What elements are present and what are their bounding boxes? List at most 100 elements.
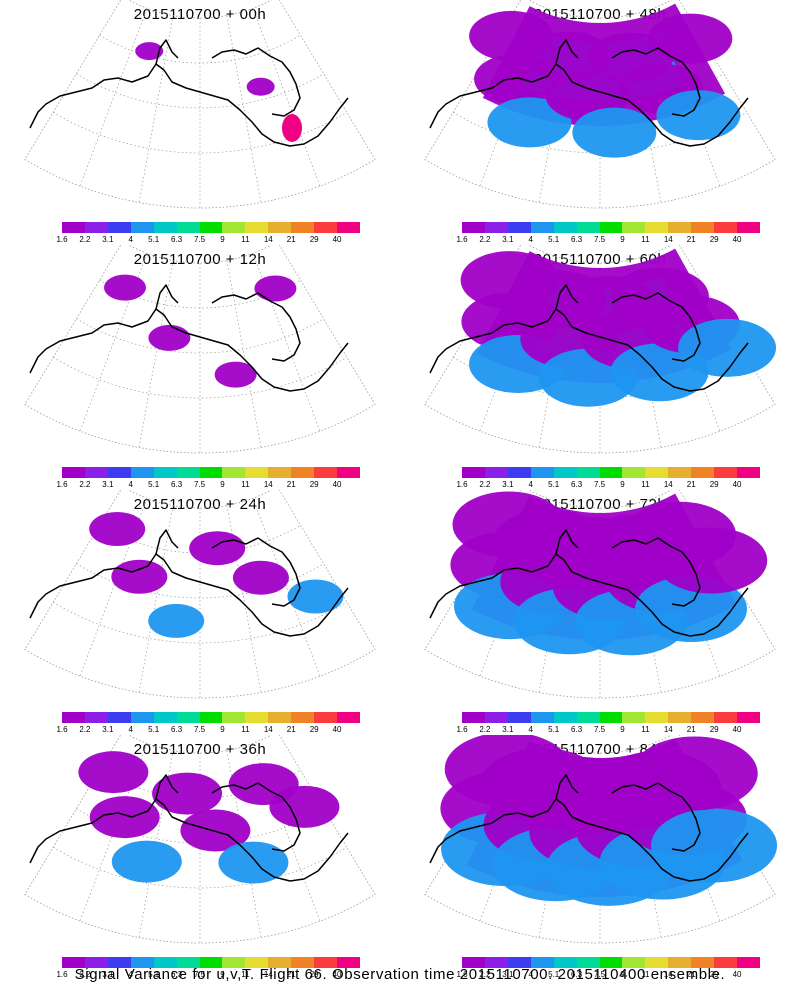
colorbar-tick-label: 29: [709, 970, 719, 979]
colorbar-swatch: [599, 467, 623, 478]
colorbar-tick-label: 6.3: [571, 725, 583, 734]
colorbar-swatch: [291, 467, 315, 478]
colorbar-tick-label: 29: [309, 480, 319, 489]
colorbar-tick-label: 29: [309, 235, 319, 244]
coastline: [211, 782, 301, 852]
colorbar-swatch: [199, 957, 223, 968]
colorbar-swatch: [337, 712, 360, 723]
colorbar-swatch: [199, 712, 223, 723]
variance-blob: [631, 736, 758, 811]
colorbar-swatch: [62, 712, 85, 723]
colorbar-tick-label: 6.3: [171, 480, 183, 489]
colorbar-tick-label: 3.1: [502, 480, 514, 489]
colorbar: [62, 957, 360, 968]
variance-map: [24, 245, 376, 454]
colorbar-tick-label: 11: [241, 480, 250, 489]
colorbar-tick-label: 5.1: [148, 725, 160, 734]
colorbar-tick-label: 21: [286, 480, 296, 489]
colorbar-swatch: [553, 712, 577, 723]
colorbar-swatch: [714, 712, 738, 723]
variance-map: [424, 490, 776, 699]
coastline: [29, 63, 349, 147]
colorbar-tick-label: 1.6: [456, 235, 468, 244]
forecast-panel: 2015110700 + 12h 1.6 2.2 3.1 4 5.1 6.3 7.5 9 11 14…: [0, 245, 400, 490]
colorbar-tick-label: 2.2: [79, 235, 91, 244]
variance-blob: [78, 751, 149, 794]
map-frame: [424, 490, 776, 699]
colorbar-tick-label: 9: [620, 235, 625, 244]
colorbar-tick-label: 40: [732, 970, 742, 979]
colorbar-tick-label: 7.5: [593, 970, 606, 979]
colorbar-tick-label: 11: [241, 725, 250, 734]
forecast-panel: 2015110700 + 48h 1.6 2.2 3.1 4 5.1 6.3 7.5 9 11 14…: [400, 0, 800, 245]
colorbar-swatch: [737, 957, 760, 968]
map-frame: [24, 245, 376, 454]
colorbar-tick-label: 5.1: [148, 235, 160, 244]
colorbar-swatch: [268, 957, 292, 968]
colorbar-swatch: [668, 957, 692, 968]
coastline: [155, 529, 179, 555]
colorbar-swatch: [737, 712, 760, 723]
forecast-panel: 2015110700 + 84h 1.6 2.2 3.1 4 5.1 6.3 7.5 9 11 14…: [400, 735, 800, 980]
colorbar-tick-label: 2.2: [79, 970, 91, 979]
colorbar-tick-label: 5.1: [548, 235, 560, 244]
colorbar-tick-label: 21: [286, 235, 296, 244]
colorbar-labels: 1.6 2.2 3.1 4 5.1 6.3 7.5 9 11 14 21 29 40: [54, 235, 374, 245]
colorbar-swatch: [576, 712, 600, 723]
colorbar-swatch: [622, 222, 646, 233]
colorbar-labels: 1.6 2.2 3.1 4 5.1 6.3 7.5 9 11 14 21 29 40: [454, 725, 774, 735]
variance-blob: [89, 796, 160, 839]
colorbar-tick-label: 4: [128, 480, 133, 489]
colorbar-tick-label: 2.2: [479, 480, 491, 489]
colorbar-swatch: [153, 222, 177, 233]
colorbar-tick-label: 21: [686, 480, 696, 489]
coastline: [29, 798, 349, 882]
colorbar-tick-label: 5.1: [148, 480, 160, 489]
coastline: [555, 39, 579, 65]
colorbar-swatch: [576, 467, 600, 478]
colorbar-swatch: [245, 957, 269, 968]
colorbar-tick-label: 6.3: [171, 235, 183, 244]
coastline: [611, 292, 701, 362]
panel-title: 2015110700 + 12h: [133, 251, 267, 268]
colorbar-swatch: [484, 467, 508, 478]
variance-blob: [487, 97, 572, 148]
colorbar-swatch: [645, 957, 669, 968]
colorbar-tick-label: 4: [128, 970, 133, 979]
coastline: [555, 284, 579, 310]
colorbar-tick-label: 7.5: [193, 970, 206, 979]
colorbar-tick-label: 14: [263, 235, 273, 244]
colorbar-swatch: [176, 712, 200, 723]
colorbar-swatch: [462, 467, 485, 478]
map-frame: [24, 0, 376, 209]
colorbar-tick-label: 6.3: [171, 725, 183, 734]
colorbar-swatch: [199, 467, 223, 478]
colorbar-swatch: [84, 957, 108, 968]
colorbar-tick-label: 1.6: [56, 725, 68, 734]
variance-blob: [103, 274, 146, 301]
colorbar-swatch: [576, 222, 600, 233]
colorbar-swatch: [462, 712, 485, 723]
colorbar-swatch: [691, 957, 715, 968]
coastline: [429, 798, 749, 882]
colorbar-tick-label: 5.1: [548, 480, 560, 489]
colorbar-swatch: [130, 712, 154, 723]
colorbar-swatch: [553, 467, 577, 478]
colorbar-tick-label: 9: [220, 235, 225, 244]
colorbar-swatch: [714, 222, 738, 233]
coastline: [29, 308, 349, 392]
colorbar-tick-label: 5.1: [548, 725, 560, 734]
colorbar-tick-label: 9: [620, 480, 625, 489]
colorbar-tick-label: 4: [528, 725, 533, 734]
colorbar-tick-label: 4: [528, 480, 533, 489]
colorbar-swatch: [291, 712, 315, 723]
colorbar-swatch: [530, 222, 554, 233]
colorbar-swatch: [668, 222, 692, 233]
colorbar-tick-label: 21: [686, 235, 696, 244]
colorbar-swatch: [199, 222, 223, 233]
colorbar-tick-label: 7.5: [193, 235, 206, 244]
variance-peak: [282, 114, 302, 142]
colorbar-swatch: [337, 467, 360, 478]
colorbar-swatch: [507, 222, 531, 233]
colorbar-swatch: [107, 957, 131, 968]
